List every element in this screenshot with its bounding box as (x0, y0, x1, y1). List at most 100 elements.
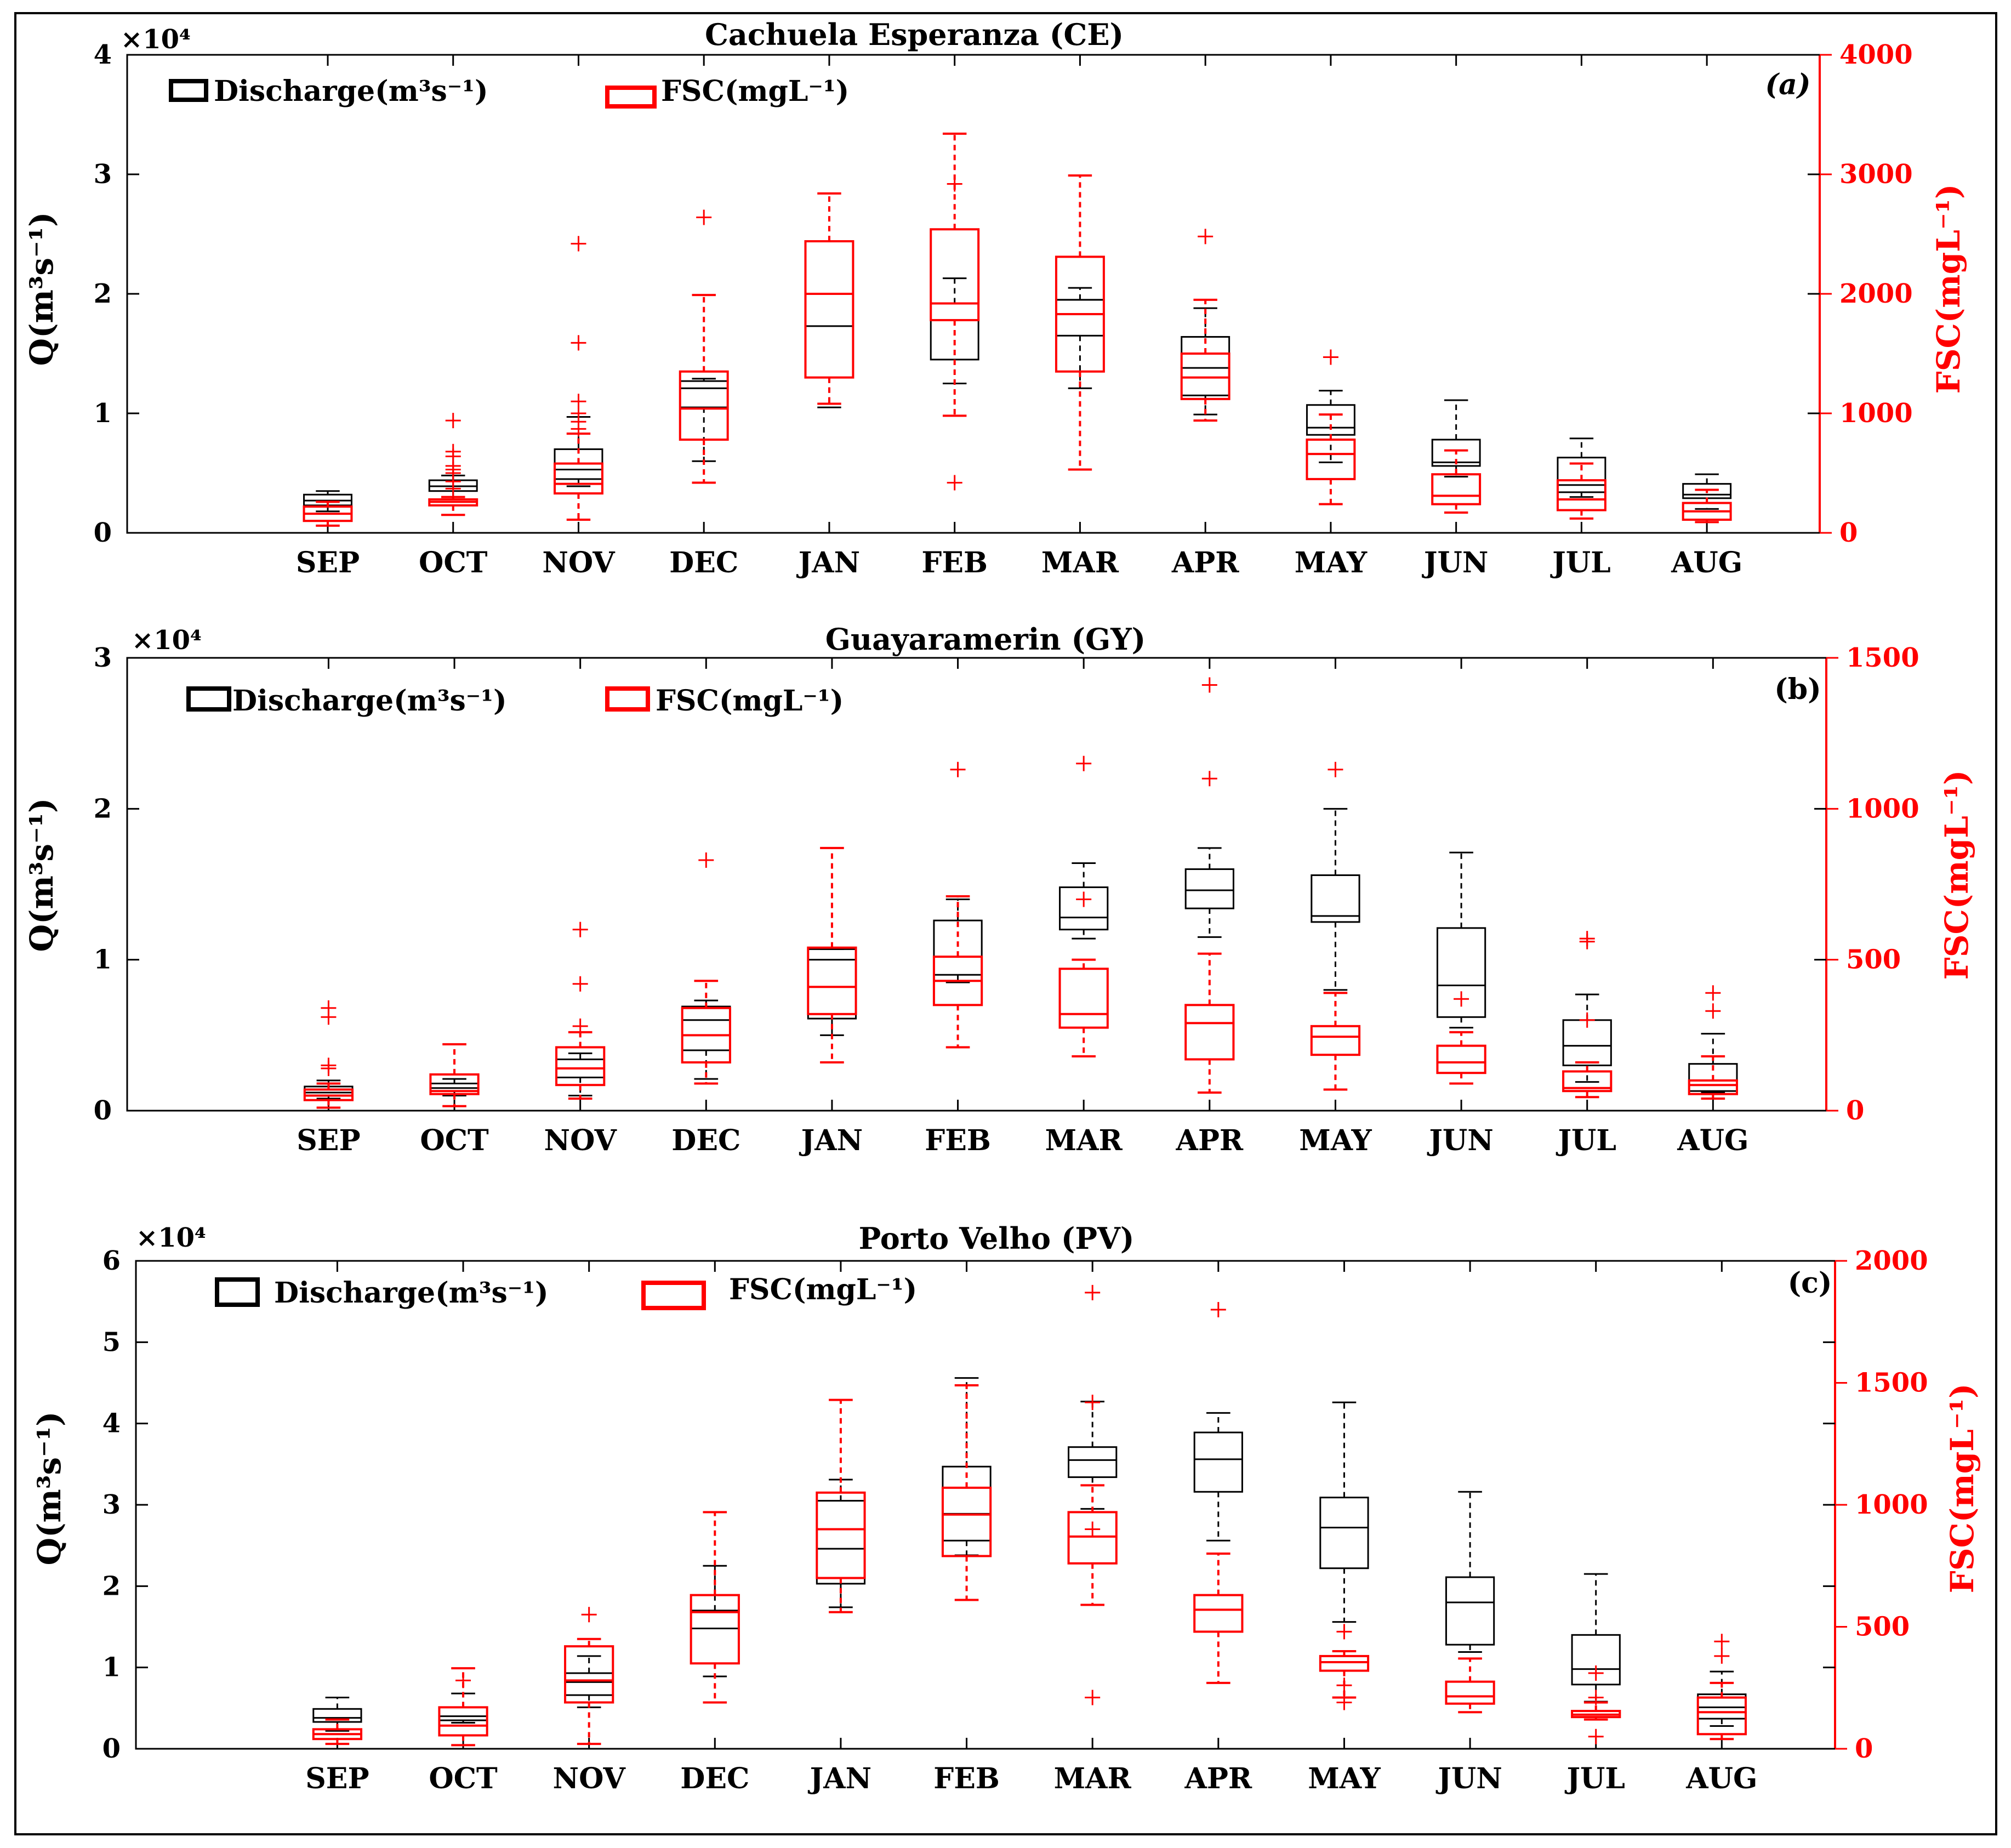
month-label-apr: APR (1184, 1762, 1252, 1795)
fsc-outlier (321, 1000, 337, 1016)
left-tick-label: 0 (102, 1733, 121, 1764)
month-label-aug: AUG (1677, 1124, 1748, 1157)
fsc-box (807, 946, 857, 1015)
fsc-box (679, 370, 729, 441)
fsc-outlier (698, 852, 714, 868)
legend-fsc-swatch (641, 1281, 706, 1310)
month-label-aug: AUG (1671, 546, 1742, 579)
fsc-outlier (572, 922, 588, 937)
legend: Discharge(m³s⁻¹) FSC(mgL⁻¹) (169, 75, 849, 109)
fsc-box (564, 1645, 614, 1704)
discharge-box (1445, 1576, 1495, 1646)
fsc-outlier (1085, 1521, 1101, 1537)
fsc-box (1319, 1654, 1370, 1672)
panel-title: Guayaramerin (GY) (825, 622, 1146, 657)
left-tick-label: 0 (94, 1095, 112, 1126)
panel-label: (c) (1788, 1266, 1832, 1300)
left-tick-label: 3 (94, 642, 112, 673)
exponent-label: ×10⁴ (132, 625, 202, 656)
left-tick-label: 5 (102, 1327, 121, 1357)
fsc-outlier (572, 976, 588, 992)
month-label-mar: MAR (1045, 1124, 1123, 1157)
fsc-outlier (1454, 991, 1469, 1007)
discharge-box (1193, 1431, 1243, 1493)
legend-fsc-swatch (605, 686, 650, 712)
fsc-outlier (1085, 1284, 1101, 1300)
left-tick-label: 3 (102, 1489, 121, 1520)
panel-title: Cachuela Esperanza (CE) (705, 17, 1124, 52)
month-label-jul: JUL (1556, 1124, 1616, 1157)
fsc-outlier (321, 1057, 337, 1073)
month-label-mar: MAR (1054, 1762, 1132, 1795)
fsc-outlier (1714, 1634, 1730, 1650)
panel-label: (a) (1765, 68, 1811, 101)
figure-border (14, 12, 1997, 1835)
fsc-outlier (1076, 891, 1092, 907)
right-tick-label: 0 (1839, 518, 1858, 548)
fsc-outlier (696, 209, 712, 225)
fsc-box (1436, 1044, 1486, 1074)
discharge-box (1319, 1497, 1369, 1570)
fsc-box (1184, 1004, 1235, 1061)
month-label-jun: JUN (1422, 546, 1488, 579)
right-tick-label: 3000 (1839, 159, 1913, 190)
discharge-box (1436, 927, 1486, 1018)
right-axis-label: FSC(mgL⁻¹) (1930, 184, 1967, 394)
right-axis-label: FSC(mgL⁻¹) (1944, 1384, 1981, 1594)
month-label-mar: MAR (1041, 546, 1119, 579)
left-tick-label: 2 (94, 278, 112, 309)
fsc-box (1445, 1680, 1495, 1705)
panel-b: Guayaramerin (GY) (b) ×10⁴ Q(m³s⁻¹) FSC(… (23, 622, 1975, 1157)
fsc-box (816, 1491, 866, 1579)
fsc-outlier (445, 443, 461, 459)
fsc-outlier (1705, 1003, 1721, 1019)
fsc-outlier (1076, 755, 1092, 771)
panel-title: Porto Velho (PV) (859, 1221, 1135, 1256)
fsc-box (1556, 479, 1606, 511)
fsc-outlier (1323, 349, 1338, 365)
month-label-jan: JAN (799, 1124, 863, 1157)
legend-fsc-label: FSC(mgL⁻¹) (661, 75, 849, 108)
left-tick-label: 6 (102, 1246, 121, 1276)
legend-fsc-label: FSC(mgL⁻¹) (656, 684, 844, 718)
discharge-box (1571, 1634, 1621, 1686)
left-tick-label: 2 (102, 1571, 121, 1601)
month-tick-labels: SEP OCT NOV DEC JAN FEB MAR APR MAY JUN … (296, 546, 1742, 579)
fsc-outlier (1210, 1302, 1226, 1317)
fsc-box (690, 1594, 740, 1665)
fsc-outlier (950, 761, 966, 777)
fsc-outlier (1085, 1395, 1101, 1411)
panel-label: (b) (1774, 673, 1821, 706)
month-label-oct: OCT (419, 546, 488, 579)
fsc-box (438, 1706, 488, 1737)
fsc-outlier (1579, 934, 1595, 949)
fsc-box (1067, 1511, 1118, 1565)
right-tick-label: 500 (1855, 1612, 1910, 1642)
fsc-outlier (571, 394, 586, 410)
fsc-box (804, 240, 854, 379)
left-tick-label: 1 (102, 1652, 121, 1683)
month-label-may: MAY (1295, 546, 1368, 579)
month-label-nov: NOV (544, 1124, 618, 1157)
month-label-sep: SEP (296, 546, 360, 579)
right-tick-label: 1000 (1855, 1489, 1928, 1520)
panel-c: Porto Velho (PV) (c) ×10⁴ Q(m³s⁻¹) FSC(m… (31, 1221, 1981, 1795)
right-tick-label: 2000 (1839, 278, 1913, 309)
fsc-outlier (571, 236, 586, 252)
right-tick-label: 4000 (1839, 39, 1913, 70)
fsc-outlier (1588, 1665, 1604, 1681)
fsc-box (1193, 1594, 1244, 1633)
fsc-outlier (572, 1018, 588, 1034)
legend-discharge-label: Discharge(m³s⁻¹) (214, 75, 488, 108)
fsc-outlier (1336, 1695, 1352, 1710)
month-label-jul: JUL (1550, 546, 1611, 579)
left-axis-label: Q(m³s⁻¹) (31, 1412, 68, 1566)
right-tick-label: 0 (1855, 1733, 1873, 1764)
fsc-box (1696, 1696, 1747, 1736)
left-tick-label: 1 (94, 945, 112, 975)
fsc-outlier (1579, 1012, 1595, 1028)
fsc-outlier (1705, 985, 1721, 1001)
month-label-may: MAY (1308, 1762, 1381, 1795)
month-label-jan: JAN (808, 1762, 871, 1795)
